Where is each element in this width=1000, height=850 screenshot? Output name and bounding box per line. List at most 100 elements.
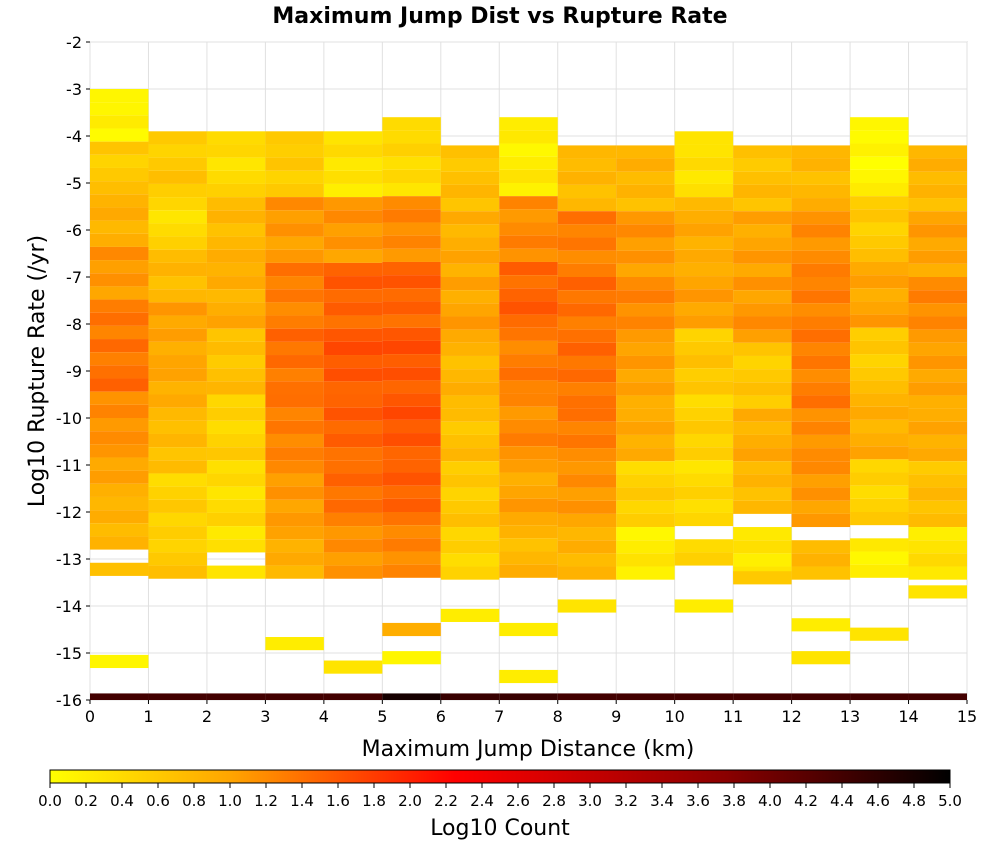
heatmap-cell [382, 183, 441, 197]
heatmap-cell [265, 262, 324, 277]
heatmap-cell [908, 355, 967, 370]
heatmap-cell [791, 553, 851, 567]
heatmap-cell [323, 433, 383, 448]
colorbar-ticks: 0.0 0.2 0.4 0.6 0.8 1.0 1.2 1.4 1.6 1.8 2.0 2.2 2.4 2… [38, 783, 962, 810]
heatmap-cell [674, 368, 734, 382]
x-tick-label: 6 [436, 707, 446, 726]
heatmap-cell [499, 564, 558, 578]
colorbar-tick-label: 5.0 [938, 792, 962, 810]
heatmap-cell [499, 209, 558, 223]
heatmap-cell [440, 145, 500, 159]
heatmap-cell [733, 342, 792, 356]
x-tick-label: 7 [494, 707, 504, 726]
heatmap-cell [908, 434, 967, 449]
heatmap-cell [674, 599, 734, 613]
heatmap-cell [265, 144, 324, 158]
heatmap-cell [499, 288, 558, 302]
heatmap-cell [557, 553, 617, 567]
heatmap-cell [733, 145, 792, 159]
heatmap-cell [850, 380, 909, 394]
heatmap-cell [850, 288, 909, 302]
heatmap-cell [323, 660, 383, 674]
heatmap-cell [382, 222, 441, 236]
heatmap-cell [265, 552, 324, 566]
heatmap-cell [908, 500, 967, 514]
heatmap-cell [908, 540, 967, 554]
heatmap-cell [323, 302, 383, 316]
heatmap-cell [616, 250, 675, 264]
heatmap-cell [265, 693, 324, 700]
heatmap-cell [206, 157, 266, 171]
heatmap-cell [850, 156, 909, 170]
heatmap-cell [265, 355, 324, 369]
heatmap-cell [908, 585, 967, 599]
heatmap-cell [499, 525, 558, 539]
heatmap-cell [90, 496, 149, 511]
heatmap-cell [850, 130, 909, 144]
heatmap-cell [382, 459, 441, 473]
heatmap-cell [148, 499, 207, 513]
heatmap-cell [733, 461, 792, 475]
heatmap-cell [557, 434, 617, 449]
heatmap-cell [733, 198, 792, 212]
heatmap-cell [908, 382, 967, 396]
heatmap-cell [90, 378, 149, 392]
heatmap-cell [616, 448, 675, 462]
heatmap-cell [382, 169, 441, 183]
heatmap-cell [908, 145, 967, 159]
heatmap-cell [206, 447, 266, 461]
colorbar-label: Log10 Count [430, 816, 570, 841]
colorbar-tick-label: 1.6 [326, 792, 350, 810]
heatmap-cell [206, 341, 266, 356]
heatmap-cell [791, 329, 851, 343]
heatmap-cell [733, 277, 792, 291]
heatmap-cell [674, 131, 734, 145]
heatmap-cell [791, 342, 851, 356]
heatmap-cell [674, 144, 734, 158]
heatmap-cell [90, 246, 149, 261]
heatmap-cell [265, 460, 324, 474]
heatmap-cell [206, 170, 266, 184]
heatmap-cell [206, 249, 266, 263]
heatmap-cell [674, 512, 734, 527]
heatmap-cell [323, 526, 383, 540]
heatmap-cell [265, 539, 324, 553]
x-tick-label: 11 [723, 707, 743, 726]
heatmap-cell [90, 391, 149, 405]
heatmap-cell [148, 302, 207, 316]
heatmap-cell [616, 303, 675, 317]
heatmap-cell [499, 406, 558, 420]
heatmap-cell [440, 303, 500, 317]
heatmap-cell [908, 487, 967, 501]
heatmap-cell [616, 184, 675, 199]
heatmap-cell [616, 355, 675, 370]
heatmap-cell [674, 302, 734, 316]
heatmap-cell [206, 394, 266, 408]
heatmap-cell [148, 315, 207, 329]
heatmap-cell [850, 248, 909, 262]
heatmap-cell [674, 236, 734, 250]
heatmap-cell [90, 128, 149, 142]
heatmap-cell [850, 235, 909, 249]
heatmap-cell [148, 276, 207, 290]
heatmap-cell [148, 131, 207, 145]
heatmap-cell [616, 211, 675, 225]
heatmap-cell [733, 395, 792, 409]
heatmap-cell [557, 540, 617, 554]
heatmap-cell [908, 448, 967, 462]
x-tick-label: 5 [377, 707, 387, 726]
heatmap-cell [148, 328, 207, 342]
heatmap-cell [90, 483, 149, 497]
heatmap-cell [616, 382, 675, 396]
colorbar-tick-label: 4.4 [830, 792, 854, 810]
heatmap-cell [206, 302, 266, 316]
y-tick-label: -9 [66, 362, 82, 381]
heatmap-cell [323, 157, 383, 171]
heatmap-cell [850, 183, 909, 197]
heatmap-cell [850, 693, 909, 700]
heatmap-cell [206, 512, 266, 527]
heatmap-cell [791, 434, 851, 449]
heatmap-cell [557, 369, 617, 383]
heatmap-cell [499, 433, 558, 447]
y-tick-label: -8 [66, 315, 82, 334]
